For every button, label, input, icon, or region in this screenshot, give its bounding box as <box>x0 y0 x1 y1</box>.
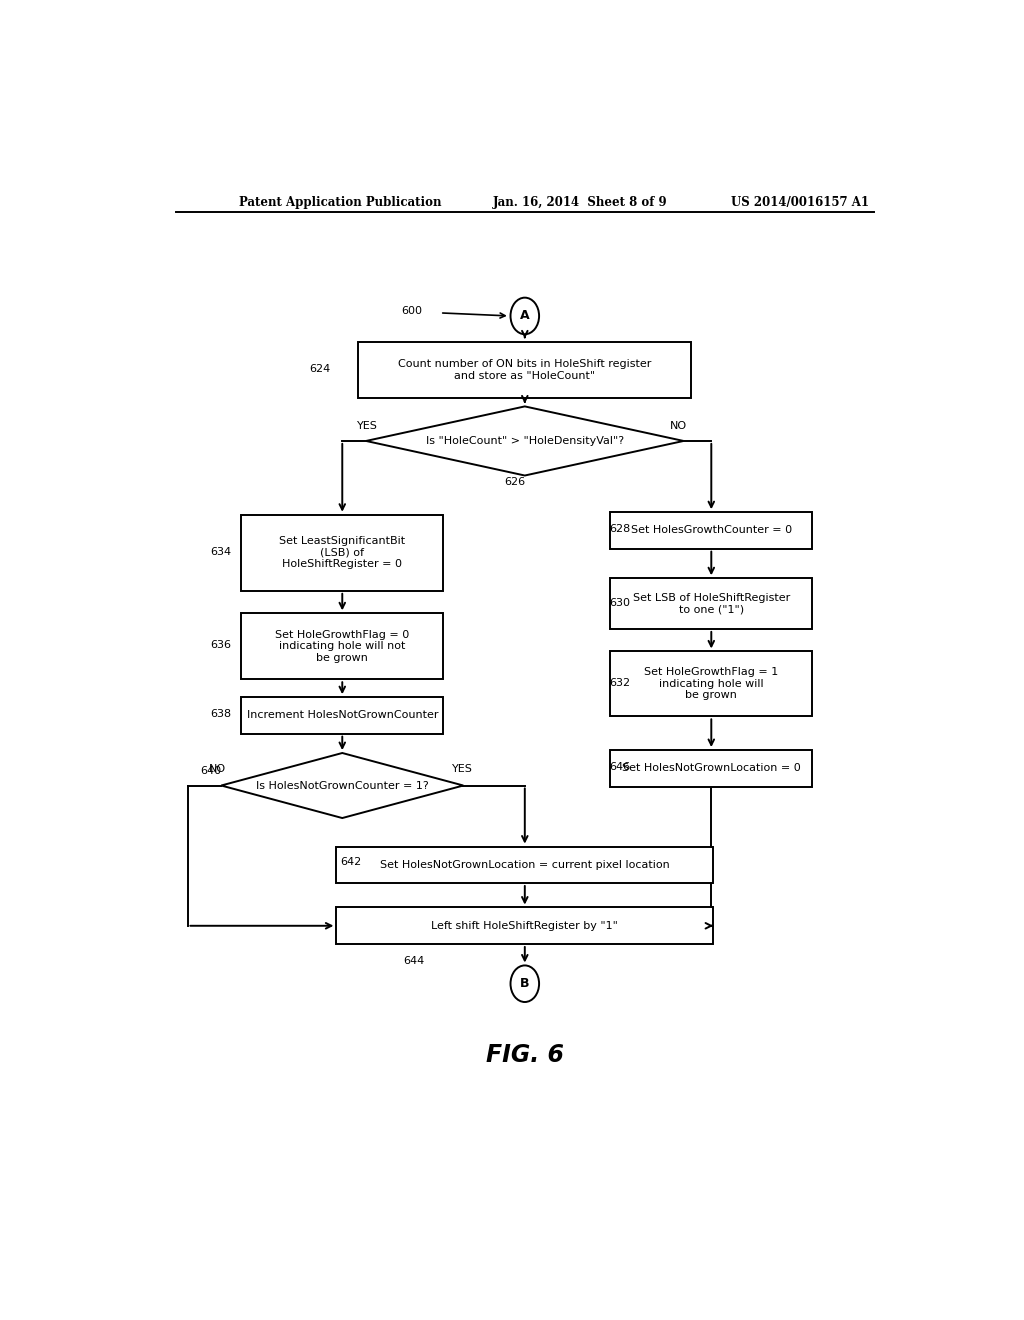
Text: US 2014/0016157 A1: US 2014/0016157 A1 <box>731 195 869 209</box>
Text: B: B <box>520 977 529 990</box>
FancyBboxPatch shape <box>336 907 714 944</box>
Text: 600: 600 <box>401 306 423 315</box>
Text: YES: YES <box>453 764 473 775</box>
Text: 646: 646 <box>609 762 631 772</box>
Text: 628: 628 <box>609 524 631 535</box>
Text: 640: 640 <box>201 767 221 776</box>
Polygon shape <box>221 752 463 818</box>
Text: 642: 642 <box>341 857 361 867</box>
Text: A: A <box>520 309 529 322</box>
FancyBboxPatch shape <box>610 651 812 717</box>
Text: 644: 644 <box>403 957 424 966</box>
Text: 624: 624 <box>309 364 331 374</box>
Text: Set HolesGrowthCounter = 0: Set HolesGrowthCounter = 0 <box>631 525 792 536</box>
Text: 630: 630 <box>609 598 631 607</box>
Text: NO: NO <box>670 421 686 430</box>
Text: Set LSB of HoleShiftRegister
to one ("1"): Set LSB of HoleShiftRegister to one ("1"… <box>633 593 790 614</box>
Text: Left shift HoleShiftRegister by "1": Left shift HoleShiftRegister by "1" <box>431 921 618 931</box>
Text: Count number of ON bits in HoleShift register
and store as "HoleCount": Count number of ON bits in HoleShift reg… <box>398 359 651 380</box>
FancyBboxPatch shape <box>610 750 812 787</box>
FancyBboxPatch shape <box>241 614 443 680</box>
Text: 632: 632 <box>609 678 631 688</box>
Polygon shape <box>367 407 684 475</box>
FancyBboxPatch shape <box>610 578 812 630</box>
Text: 638: 638 <box>210 709 231 719</box>
FancyBboxPatch shape <box>336 846 714 883</box>
Text: YES: YES <box>357 421 378 430</box>
Text: NO: NO <box>209 764 226 775</box>
FancyBboxPatch shape <box>610 512 812 549</box>
Text: Patent Application Publication: Patent Application Publication <box>240 195 441 209</box>
Text: Increment HolesNotGrownCounter: Increment HolesNotGrownCounter <box>247 710 438 721</box>
FancyBboxPatch shape <box>241 697 443 734</box>
Text: Is HolesNotGrownCounter = 1?: Is HolesNotGrownCounter = 1? <box>256 780 429 791</box>
FancyBboxPatch shape <box>358 342 691 397</box>
Text: Set LeastSignificantBit
(LSB) of
HoleShiftRegister = 0: Set LeastSignificantBit (LSB) of HoleShi… <box>280 536 406 569</box>
Text: Jan. 16, 2014  Sheet 8 of 9: Jan. 16, 2014 Sheet 8 of 9 <box>494 195 668 209</box>
Text: 636: 636 <box>210 640 231 651</box>
Text: 634: 634 <box>210 546 231 557</box>
Text: FIG. 6: FIG. 6 <box>485 1043 564 1067</box>
Text: Set HolesNotGrownLocation = current pixel location: Set HolesNotGrownLocation = current pixe… <box>380 859 670 870</box>
Text: Set HoleGrowthFlag = 1
indicating hole will
be grown: Set HoleGrowthFlag = 1 indicating hole w… <box>644 668 778 701</box>
Text: 626: 626 <box>504 477 525 487</box>
Text: Set HoleGrowthFlag = 0
indicating hole will not
be grown: Set HoleGrowthFlag = 0 indicating hole w… <box>275 630 410 663</box>
FancyBboxPatch shape <box>241 515 443 591</box>
Text: Is "HoleCount" > "HoleDensityVal"?: Is "HoleCount" > "HoleDensityVal"? <box>426 436 624 446</box>
Text: Set HolesNotGrownLocation = 0: Set HolesNotGrownLocation = 0 <box>622 763 801 774</box>
